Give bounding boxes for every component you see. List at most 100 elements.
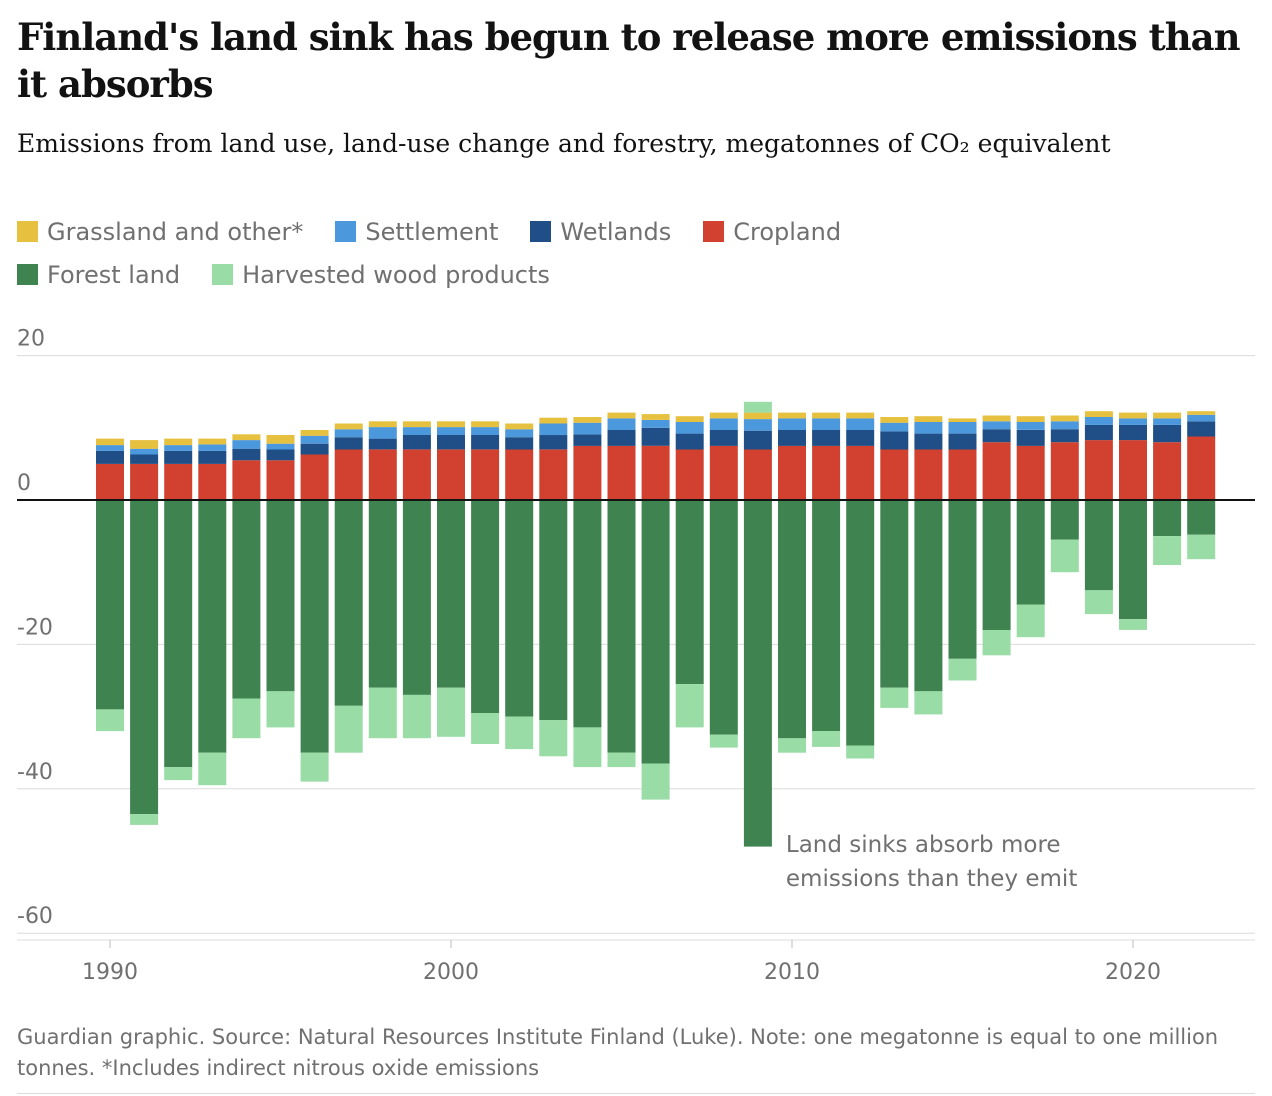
bar-1990-forest-land — [96, 500, 124, 710]
y-tick-label: 0 — [17, 471, 31, 496]
bar-2002-forest-land — [505, 500, 534, 717]
bar-2020-forest-land — [1119, 500, 1147, 620]
bar-2021-grassland-and-other — [1153, 412, 1182, 419]
bar-2016-harvested-wood-products-net-removals — [982, 630, 1011, 656]
bar-1997-cropland — [334, 449, 363, 500]
bar-2016-wetlands — [982, 429, 1011, 443]
bar-1999-settlement — [402, 427, 431, 435]
bar-2018-forest-land — [1050, 500, 1079, 540]
bar-2007-harvested-wood-products-net-removals — [675, 684, 704, 728]
bar-2010-forest-land — [778, 500, 806, 739]
bar-2001-cropland — [471, 449, 500, 500]
bar-2003-harvested-wood-products-net-removals — [539, 720, 568, 757]
bar-2014-wetlands — [914, 433, 943, 450]
bar-2005-forest-land — [607, 500, 636, 753]
bar-1990-grassland-and-other — [96, 438, 124, 446]
bar-2020-grassland-and-other — [1119, 412, 1147, 419]
bar-2008-settlement — [709, 418, 738, 430]
bar-1996-harvested-wood-products-net-removals — [300, 752, 329, 782]
bar-1994-forest-land — [232, 500, 261, 699]
bar-2022-wetlands — [1187, 421, 1216, 437]
bar-2013-grassland-and-other — [880, 417, 909, 423]
bar-2004-grassland-and-other — [573, 417, 602, 423]
bar-2004-settlement — [573, 422, 602, 435]
bar-2009-wetlands — [743, 430, 772, 450]
bar-2004-cropland — [573, 445, 602, 500]
bar-2011-settlement — [812, 418, 841, 430]
bar-1994-settlement — [232, 440, 261, 449]
bar-2010-settlement — [778, 418, 806, 430]
bar-2011-forest-land — [812, 500, 841, 731]
bar-2004-wetlands — [573, 434, 602, 446]
bar-1990-harvested-wood-products-net-removals — [96, 709, 124, 732]
bar-2008-forest-land — [709, 500, 738, 735]
bar-2000-cropland — [437, 449, 465, 500]
bar-2001-harvested-wood-products-net-removals — [471, 713, 500, 744]
bar-1998-grassland-and-other — [368, 421, 397, 428]
bar-1992-forest-land — [164, 500, 193, 768]
bar-1995-grassland-and-other — [266, 435, 295, 444]
bar-2016-grassland-and-other — [982, 415, 1011, 422]
bar-2017-harvested-wood-products-net-removals — [1016, 604, 1045, 638]
bar-2018-settlement — [1050, 421, 1079, 430]
bar-2022-grassland-and-other — [1187, 411, 1216, 415]
bar-1998-forest-land — [368, 500, 397, 688]
legend-swatch-settlement — [335, 221, 357, 242]
bar-2021-cropland — [1153, 442, 1182, 500]
bar-1999-cropland — [402, 449, 431, 500]
bar-1996-cropland — [300, 454, 329, 500]
bar-2019-harvested-wood-products-net-removals — [1084, 590, 1113, 615]
bar-2002-harvested-wood-products-net-removals — [505, 716, 534, 750]
legend-label-forest-land: Forest land — [47, 260, 181, 289]
bar-1994-harvested-wood-products-net-removals — [232, 698, 261, 739]
bar-2009-settlement — [743, 419, 772, 431]
bar-2022-harvested-wood-products-net-removals — [1187, 534, 1216, 560]
bar-1997-grassland-and-other — [334, 423, 363, 430]
bar-2015-cropland — [948, 449, 977, 500]
bar-1999-harvested-wood-products-net-removals — [402, 694, 431, 739]
bar-2015-grassland-and-other — [948, 418, 977, 422]
legend-swatch-grassland — [17, 221, 38, 242]
footer-divider — [17, 1093, 1255, 1094]
bar-2019-settlement — [1084, 417, 1113, 425]
bar-1993-forest-land — [198, 500, 227, 753]
bar-2011-cropland — [812, 445, 841, 500]
bar-2007-settlement — [675, 422, 704, 434]
bar-2003-forest-land — [539, 500, 568, 721]
bar-2015-wetlands — [948, 433, 977, 450]
bar-1991-grassland-and-other — [130, 440, 159, 449]
chart-footer: Guardian graphic. Source: Natural Resour… — [17, 1025, 1219, 1080]
bar-1999-wetlands — [402, 435, 431, 450]
bar-1993-harvested-wood-products-net-removals — [198, 752, 227, 786]
legend: Grassland and other* Settlement Wetlands… — [17, 216, 1057, 290]
bar-1996-grassland-and-other — [300, 430, 329, 436]
bar-2012-forest-land — [846, 500, 875, 746]
legend-swatch-wetlands — [530, 221, 552, 242]
bar-2018-grassland-and-other — [1050, 415, 1079, 422]
bar-2002-wetlands — [505, 437, 534, 450]
bar-2013-cropland — [880, 449, 909, 500]
bar-2013-forest-land — [880, 500, 909, 688]
x-tick-label: 2020 — [1105, 960, 1161, 985]
bar-2013-settlement — [880, 422, 909, 432]
bar-1992-wetlands — [164, 450, 193, 464]
bar-1990-wetlands — [96, 450, 124, 464]
bar-2022-settlement — [1187, 414, 1216, 422]
bar-2010-cropland — [778, 445, 806, 500]
bar-1995-cropland — [266, 460, 295, 500]
bar-1992-settlement — [164, 445, 193, 451]
annotation-text: Land sinks absorb more — [786, 832, 1061, 858]
bar-2011-wetlands — [812, 430, 841, 446]
bar-1996-settlement — [300, 435, 329, 444]
bar-2015-forest-land — [948, 500, 977, 659]
bar-2013-harvested-wood-products-net-removals — [880, 687, 909, 708]
bar-2020-settlement — [1119, 418, 1147, 425]
bar-1991-cropland — [130, 463, 159, 500]
bar-2006-harvested-wood-products-net-removals — [641, 763, 670, 800]
bar-2007-grassland-and-other — [675, 416, 704, 422]
bar-2012-wetlands — [846, 430, 875, 446]
bar-1993-settlement — [198, 444, 227, 451]
legend-label-harvested-wood: Harvested wood products — [242, 260, 550, 289]
bar-2021-forest-land — [1153, 500, 1182, 537]
bar-2004-harvested-wood-products-net-removals — [573, 727, 602, 768]
